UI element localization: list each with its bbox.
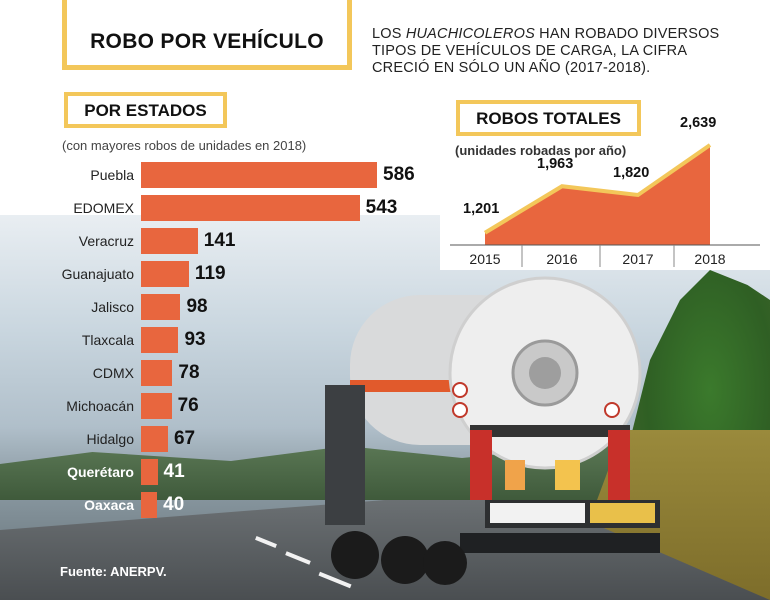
title-box: ROBO POR VEHÍCULO bbox=[62, 0, 352, 70]
state-bar bbox=[141, 261, 189, 287]
state-value-label: 78 bbox=[178, 362, 200, 383]
state-label: Oaxaca bbox=[84, 497, 134, 513]
totals-area bbox=[485, 145, 710, 245]
intro-text: LOS HUACHICOLEROS HAN ROBADO DIVERSOS TI… bbox=[372, 26, 732, 77]
totals-chart-subtitle: (unidades robadas por año) bbox=[455, 143, 627, 158]
state-value-label: 40 bbox=[163, 494, 185, 515]
state-label: EDOMEX bbox=[73, 200, 134, 216]
source-note: Fuente: ANERPV. bbox=[60, 564, 167, 579]
state-label: Querétaro bbox=[67, 464, 134, 480]
state-value-label: 586 bbox=[383, 164, 415, 185]
state-value-label: 543 bbox=[365, 197, 398, 218]
states-chart-subtitle: (con mayores robos de unidades en 2018) bbox=[62, 138, 307, 153]
states-chart-title: POR ESTADOS bbox=[64, 92, 227, 128]
state-label: Guanajuato bbox=[61, 266, 134, 282]
intro-before: LOS bbox=[372, 26, 406, 42]
page-title: ROBO POR VEHÍCULO bbox=[90, 30, 324, 53]
total-value-label: 1,820 bbox=[613, 164, 650, 181]
state-label: Tlaxcala bbox=[81, 332, 134, 348]
state-bar bbox=[141, 492, 158, 518]
state-value-label: 141 bbox=[203, 230, 236, 251]
state-label: Hidalgo bbox=[86, 431, 134, 447]
state-label: Veracruz bbox=[78, 233, 134, 249]
state-value-label: 41 bbox=[163, 461, 185, 482]
state-bar bbox=[141, 327, 179, 353]
state-value-label: 67 bbox=[173, 428, 196, 449]
state-label: Jalisco bbox=[91, 299, 134, 315]
intro-emphasis: HUACHICOLEROS bbox=[405, 26, 535, 42]
state-label: Puebla bbox=[90, 167, 134, 183]
tanker-truck-illustration bbox=[325, 276, 660, 585]
state-bar bbox=[141, 195, 360, 221]
year-tick-label: 2016 bbox=[546, 251, 578, 267]
state-bar bbox=[141, 459, 158, 485]
total-value-label: 1,201 bbox=[463, 200, 500, 217]
state-value-label: 76 bbox=[177, 395, 199, 416]
state-bar bbox=[141, 360, 173, 386]
year-tick-label: 2017 bbox=[622, 251, 654, 267]
total-value-label: 1,963 bbox=[537, 156, 574, 173]
year-tick-label: 2015 bbox=[469, 251, 501, 267]
state-value-label: 93 bbox=[184, 329, 206, 350]
state-bar bbox=[141, 228, 198, 254]
totals-line bbox=[483, 143, 712, 235]
totals-area-chart bbox=[450, 143, 760, 267]
state-value-label: 98 bbox=[186, 296, 208, 317]
year-tick-label: 2018 bbox=[694, 251, 726, 267]
state-bar bbox=[141, 162, 377, 188]
state-value-label: 119 bbox=[194, 263, 226, 284]
total-value-label: 2,639 bbox=[680, 115, 717, 131]
state-label: Michoacán bbox=[66, 398, 134, 414]
intro-after: HAN ROBADO DIVERSOS TIPOS DE VEHÍCULOS D… bbox=[372, 26, 720, 76]
state-label: CDMX bbox=[92, 365, 134, 381]
state-bar bbox=[141, 294, 181, 320]
totals-chart-title: ROBOS TOTALES bbox=[456, 100, 641, 136]
state-bar bbox=[141, 393, 172, 419]
state-bar bbox=[141, 426, 168, 452]
